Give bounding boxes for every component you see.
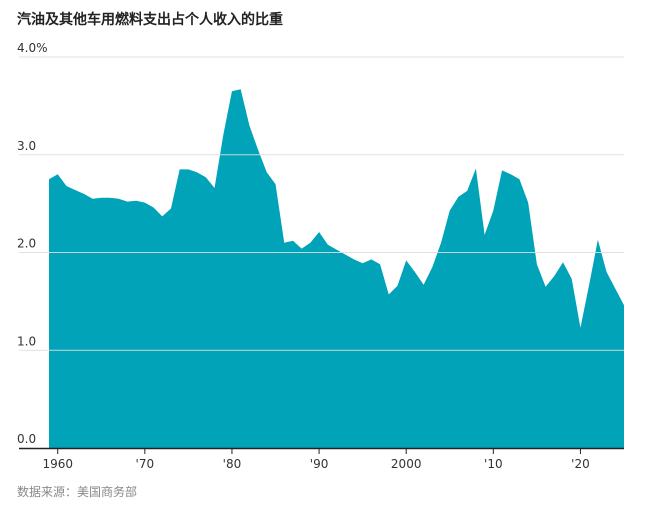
y-tick-label: 1.0 [17,334,36,348]
x-tick-label: 1960 [42,457,73,471]
x-tick-label: '80 [223,457,242,471]
chart-title: 汽油及其他车用燃料支出占个人收入的比重 [17,12,283,28]
y-tick-label: 2.0 [17,237,36,251]
x-tick-label: '10 [484,457,503,471]
x-tick-label: 2000 [391,457,422,471]
source-note: 数据来源：美国商务部 [17,485,138,499]
y-tick-label: 0.0 [17,432,36,446]
y-tick-label: 3.0 [17,139,36,153]
x-tick-label: '90 [310,457,329,471]
x-tick-label: '20 [571,457,590,471]
x-tick-label: '70 [136,457,155,471]
area-series [49,89,624,448]
y-tick-label: 4.0% [17,41,48,55]
